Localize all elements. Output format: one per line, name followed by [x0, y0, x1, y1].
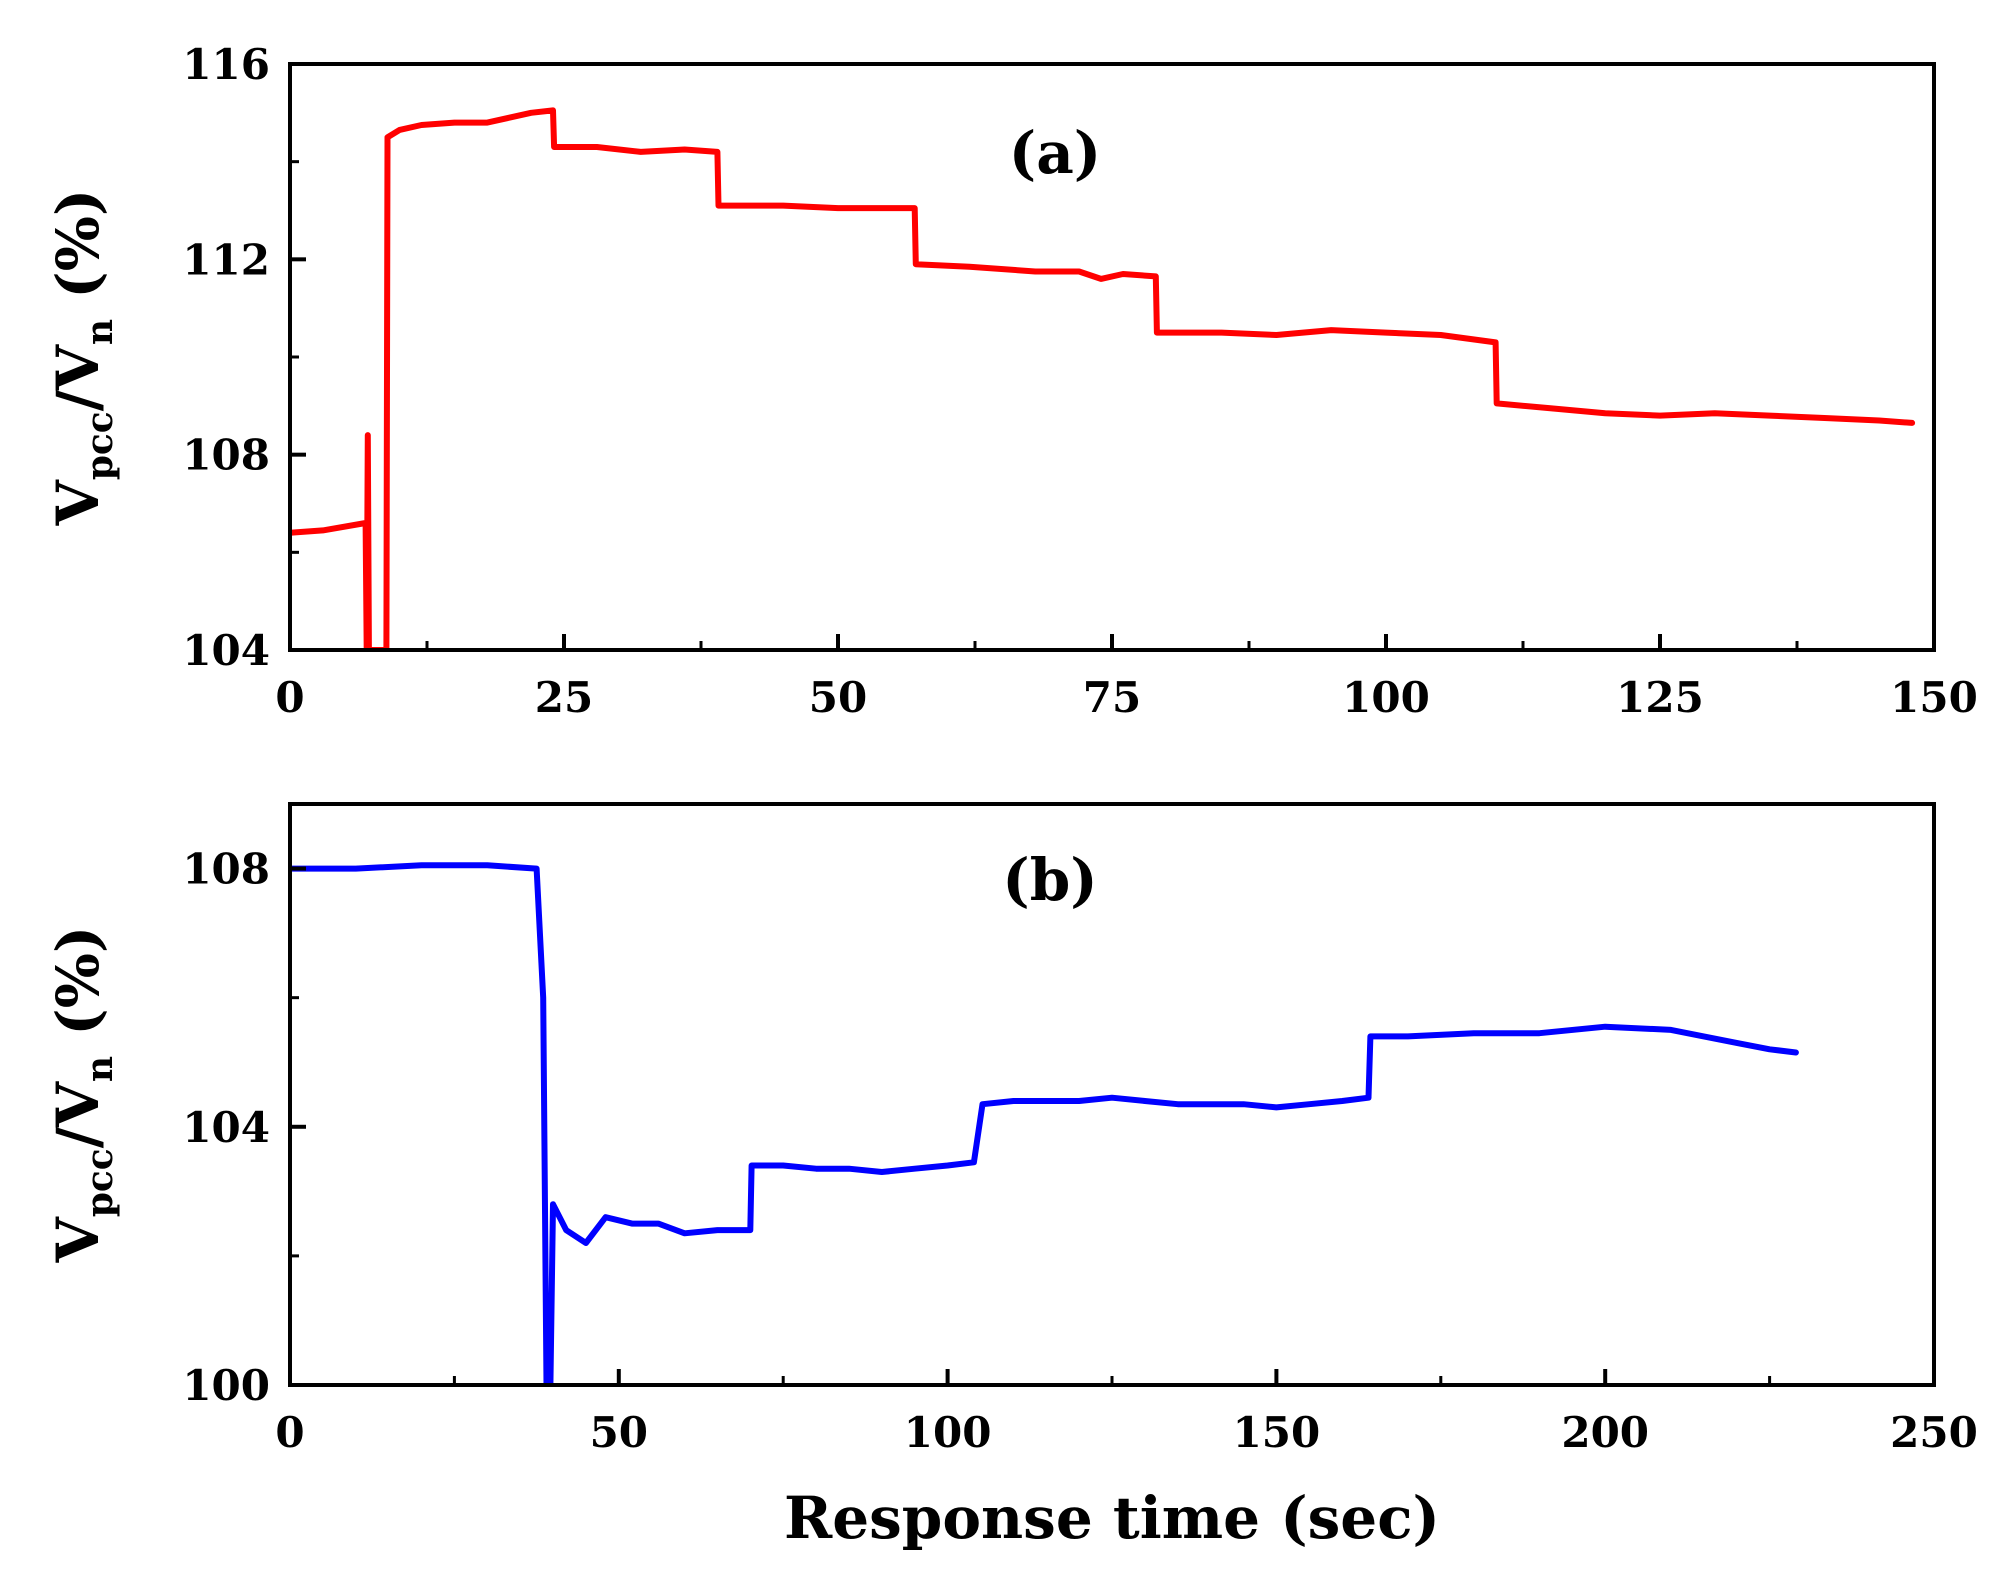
- panel-a-plot: [290, 107, 1916, 650]
- panel-b-x-tick-label: 100: [904, 1408, 992, 1457]
- panel-b: 0 50 100 150 200 250 100 104 108 (b) Vpcc/Vn (%)…: [44, 802, 1978, 1552]
- panel-b-x-tick-label: 250: [1890, 1408, 1978, 1457]
- panel-a-x-tick-label: 100: [1342, 673, 1430, 722]
- panel-a-x-tick-label: 125: [1616, 673, 1704, 722]
- panel-a-y-tick-label: 104: [182, 626, 270, 675]
- panel-a-series-line: [290, 107, 1916, 650]
- panel-a-x-tick-label: 75: [1083, 673, 1141, 722]
- panel-b-y-tick-label: 104: [182, 1103, 270, 1152]
- panel-b-y-axis-title: Vpcc/Vn (%): [44, 926, 121, 1264]
- panel-b-y-tick-label: 100: [182, 1361, 270, 1410]
- panel-b-series-line: [290, 862, 1799, 1385]
- panel-a-label: (a): [1009, 119, 1101, 187]
- panel-b-x-tick-label: 0: [275, 1408, 304, 1457]
- panel-a-x-tick-label: 50: [809, 673, 867, 722]
- panel-a-y-tick-label: 112: [182, 235, 270, 284]
- x-axis-title: Response time (sec): [784, 1484, 1440, 1552]
- panel-a-y-axis-title: Vpcc/Vn (%): [44, 189, 121, 527]
- panel-a-x-tick-label: 0: [275, 673, 304, 722]
- panel-b-y-tick-label: 108: [182, 845, 270, 894]
- panel-b-label: (b): [1002, 846, 1097, 914]
- panel-a-x-tick-label: 150: [1890, 673, 1978, 722]
- panel-a-y-tick-label: 108: [182, 431, 270, 480]
- panel-a: 0 25 50 75 100 125 150 104 108 112 116 (a) Vpcc/Vn…: [44, 40, 1978, 722]
- panel-b-plot: [290, 862, 1799, 1385]
- panel-a-ticks: 0 25 50 75 100 125 150 104 108 112 116: [182, 40, 1978, 722]
- panel-a-x-tick-label: 25: [535, 673, 593, 722]
- panel-a-y-tick-label: 116: [182, 40, 270, 89]
- panel-b-x-tick-label: 150: [1233, 1408, 1321, 1457]
- panel-b-x-tick-label: 200: [1561, 1408, 1649, 1457]
- panel-b-ticks: 0 50 100 150 200 250 100 104 108: [182, 845, 1978, 1457]
- panel-b-x-tick-label: 50: [590, 1408, 648, 1457]
